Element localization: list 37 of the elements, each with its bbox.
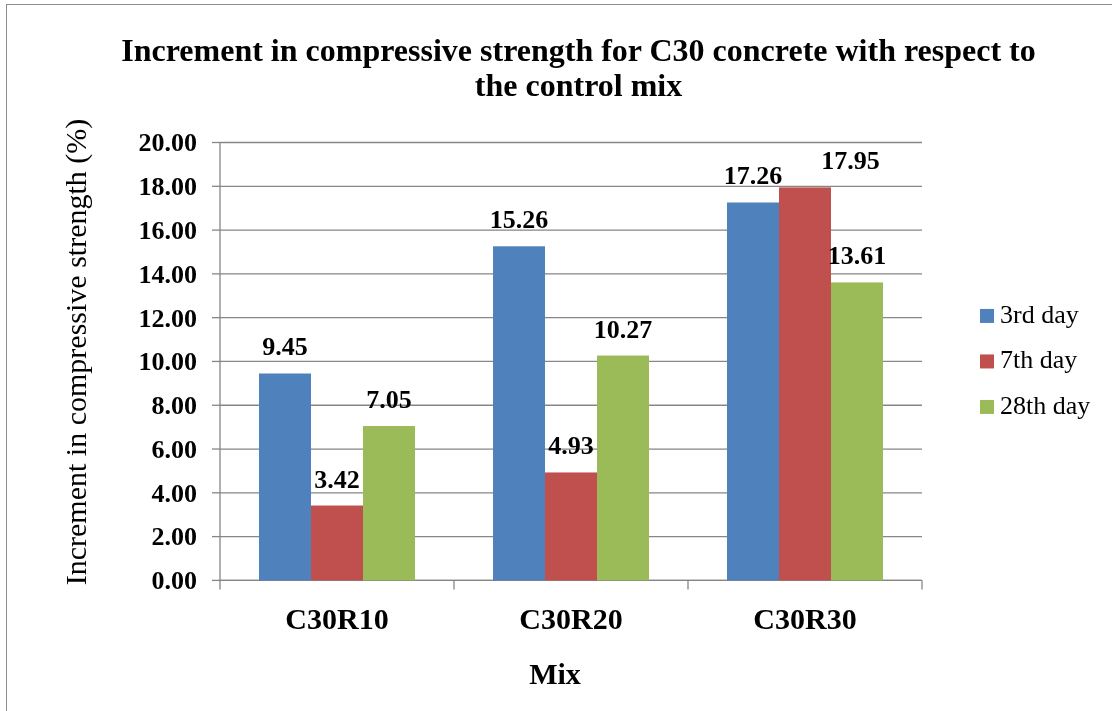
bar: [493, 246, 545, 581]
y-tick-label: 12.00: [138, 303, 197, 333]
data-label: 4.93: [548, 431, 594, 461]
bar: [831, 282, 883, 581]
y-tick-label: 10.00: [138, 347, 197, 377]
y-tick-label: 20.00: [138, 128, 197, 158]
data-label: 10.27: [593, 314, 653, 344]
bar: [545, 472, 597, 581]
x-tick-label: C30R30: [753, 601, 857, 635]
legend-label: 3rd day: [1000, 299, 1079, 329]
y-tick-label: 4.00: [151, 478, 197, 508]
legend-label: 28th day: [1000, 390, 1091, 420]
data-label: 3.42: [314, 464, 360, 494]
y-tick-label: 18.00: [138, 172, 197, 202]
chart-title: Increment in compressive strength for C30 concrete with respect to the control mix: [121, 32, 1036, 104]
data-label: 7.05: [366, 385, 412, 415]
bar: [363, 426, 415, 581]
data-label: 15.26: [489, 205, 549, 235]
y-tick-label: 16.00: [138, 215, 197, 245]
y-tick-label: 8.00: [151, 391, 197, 421]
bar: [311, 505, 363, 581]
data-label: 17.26: [723, 161, 783, 191]
bar: [597, 355, 649, 581]
y-axis-title: Increment in compressive strength (%): [59, 118, 93, 586]
x-tick-label: C30R10: [285, 601, 389, 635]
y-tick-label: 2.00: [151, 522, 197, 552]
x-tick-label: C30R20: [519, 601, 623, 635]
legend-label: 7th day: [1000, 345, 1078, 375]
bar: [779, 187, 831, 581]
y-tick-label: 6.00: [151, 434, 197, 464]
y-tick-label: 0.00: [151, 566, 197, 596]
x-axis-title: Mix: [529, 657, 581, 690]
bar: [259, 373, 311, 581]
y-tick-label: 14.00: [138, 259, 197, 289]
data-label: 17.95: [821, 146, 880, 176]
data-label: 9.45: [262, 332, 308, 362]
bar: [727, 202, 779, 581]
